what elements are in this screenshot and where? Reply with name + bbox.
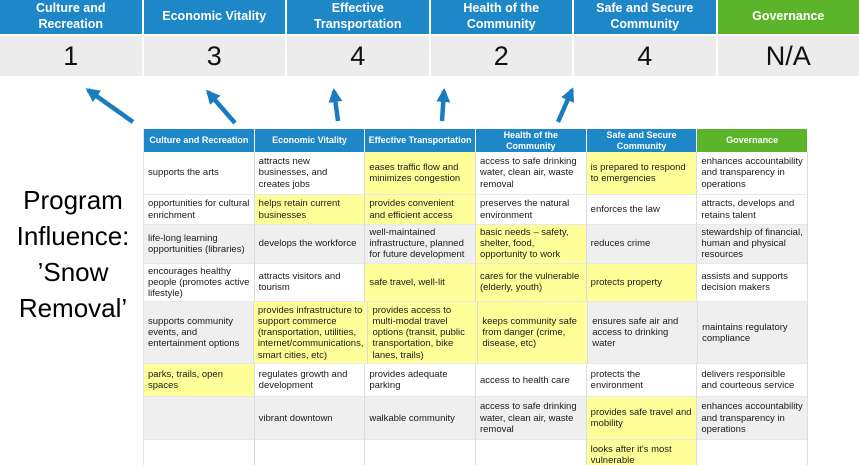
matrix-row: encourages healthy people (promotes acti… — [144, 263, 808, 303]
scoreboard: Culture and Recreation Economic Vitality E… — [0, 0, 859, 76]
matrix-cell — [144, 397, 255, 441]
matrix-cell: eases traffic flow and minimizes congest… — [365, 152, 476, 195]
influence-arrow — [555, 87, 575, 123]
scoreboard-category-label: Effective Transportation — [287, 0, 429, 34]
program-title: Program Influence: ’Snow Removal’ — [16, 185, 130, 323]
matrix-cell: attracts visitors and tourism — [254, 263, 366, 303]
scoreboard-score-value: 2 — [430, 36, 572, 76]
matrix-column-header: Governance — [697, 129, 808, 152]
matrix-cell: access to safe drinking water, clean air… — [475, 152, 587, 195]
matrix-row: looks after it's most vulnerable — [144, 440, 808, 465]
matrix-cell: access to health care — [475, 364, 587, 398]
matrix-cell: well-maintained infrastructure, planned … — [365, 225, 476, 264]
matrix-cell: encourages healthy people (promotes acti… — [144, 263, 255, 303]
scoreboard-score-value: 4 — [287, 36, 429, 76]
matrix-cell: provides adequate parking — [365, 364, 476, 398]
matrix-cell: provides access to multi-modal travel op… — [368, 302, 479, 365]
matrix-cell: walkable community — [365, 397, 476, 441]
matrix-cell: parks, trails, open spaces — [144, 364, 255, 398]
scoreboard-score-value: 4 — [574, 36, 716, 76]
matrix-column-header: Safe and Secure Community — [586, 129, 698, 152]
influence-arrow — [85, 88, 135, 124]
matrix-cell: enhances accountability and transparency… — [697, 152, 808, 195]
matrix-column-header: Health of the Community — [475, 129, 587, 152]
matrix-row: supports the arts attracts new businesses… — [144, 152, 808, 195]
matrix-row: life-long learning opportunities (librar… — [144, 225, 808, 264]
influence-arrow — [436, 88, 451, 122]
matrix-cell: supports the arts — [144, 152, 255, 195]
influence-matrix: Culture and Recreation Economic Vitality E… — [143, 129, 808, 465]
matrix-cell: access to safe drinking water, clean air… — [475, 397, 587, 441]
matrix-cell: is prepared to respond to emergencies — [586, 152, 698, 195]
matrix-cell: vibrant downtown — [254, 397, 366, 441]
matrix-cell: provides convenient and efficient access — [365, 195, 476, 225]
scoreboard-category-label: Culture and Recreation — [0, 0, 142, 34]
matrix-cell: assists and supports decision makers — [697, 263, 808, 303]
scoreboard-score-value: 3 — [143, 36, 285, 76]
matrix-header-row: Culture and Recreation Economic Vitality E… — [144, 129, 808, 152]
matrix-cell: enhances accountability and transparency… — [697, 397, 808, 441]
matrix-cell: basic needs – safety, shelter, food, opp… — [475, 225, 587, 264]
scoreboard-category-label: Health of the Community — [430, 0, 572, 34]
matrix-row: vibrant downtown walkable community access… — [144, 397, 808, 441]
scoreboard-category-label: Safe and Secure Community — [574, 0, 716, 34]
matrix-cell: stewardship of financial, human and phys… — [697, 225, 808, 264]
matrix-row: opportunities for cultural enrichment hel… — [144, 195, 808, 225]
matrix-cell: protects property — [586, 263, 698, 303]
matrix-cell: enforces the law — [586, 195, 698, 225]
matrix-cell: delivers responsible and courteous servi… — [697, 364, 808, 398]
matrix-cell: develops the workforce — [254, 225, 366, 264]
matrix-cell: provides safe travel and mobility — [586, 397, 698, 441]
matrix-cell — [697, 440, 808, 465]
matrix-cell — [144, 440, 255, 465]
matrix-column-header: Economic Vitality — [254, 129, 366, 152]
matrix-cell: life-long learning opportunities (librar… — [144, 225, 255, 264]
matrix-cell — [254, 440, 366, 465]
matrix-cell: regulates growth and development — [254, 364, 366, 398]
matrix-cell: cares for the vulnerable (elderly, youth… — [475, 263, 587, 303]
matrix-cell: provides infrastructure to support comme… — [253, 302, 369, 365]
matrix-column-header: Effective Transportation — [365, 129, 476, 152]
matrix-cell: attracts new businesses, and creates job… — [254, 152, 366, 195]
matrix-body: supports the arts attracts new businesses… — [144, 152, 808, 465]
matrix-cell: opportunities for cultural enrichment — [144, 195, 255, 225]
matrix-cell: looks after it's most vulnerable — [586, 440, 698, 465]
scoreboard-category-label: Economic Vitality — [143, 0, 285, 34]
matrix-cell — [475, 440, 587, 465]
matrix-cell: protects the environment — [586, 364, 698, 398]
matrix-cell: preserves the natural environment — [475, 195, 587, 225]
matrix-column-header: Culture and Recreation — [144, 129, 255, 152]
scoreboard-score-value: 1 — [0, 36, 142, 76]
matrix-cell: ensures safe air and access to drinking … — [588, 302, 699, 365]
matrix-cell: supports community events, and entertain… — [144, 302, 254, 365]
matrix-row: parks, trails, open spaces regulates grow… — [144, 364, 808, 398]
matrix-cell: reduces crime — [586, 225, 698, 264]
matrix-cell: attracts, develops and retains talent — [697, 195, 808, 225]
influence-arrow — [328, 88, 343, 122]
matrix-cell: helps retain current businesses — [254, 195, 366, 225]
matrix-cell: keeps community safe from danger (crime,… — [478, 302, 589, 365]
matrix-cell — [365, 440, 476, 465]
matrix-cell: maintains regulatory compliance — [698, 302, 808, 365]
scoreboard-score-value: N/A — [717, 36, 859, 76]
matrix-row: supports community events, and entertain… — [144, 302, 808, 365]
matrix-cell: safe travel, well-lit — [365, 263, 476, 303]
influence-arrow — [206, 89, 237, 125]
scoreboard-category-label: Governance — [717, 0, 859, 34]
